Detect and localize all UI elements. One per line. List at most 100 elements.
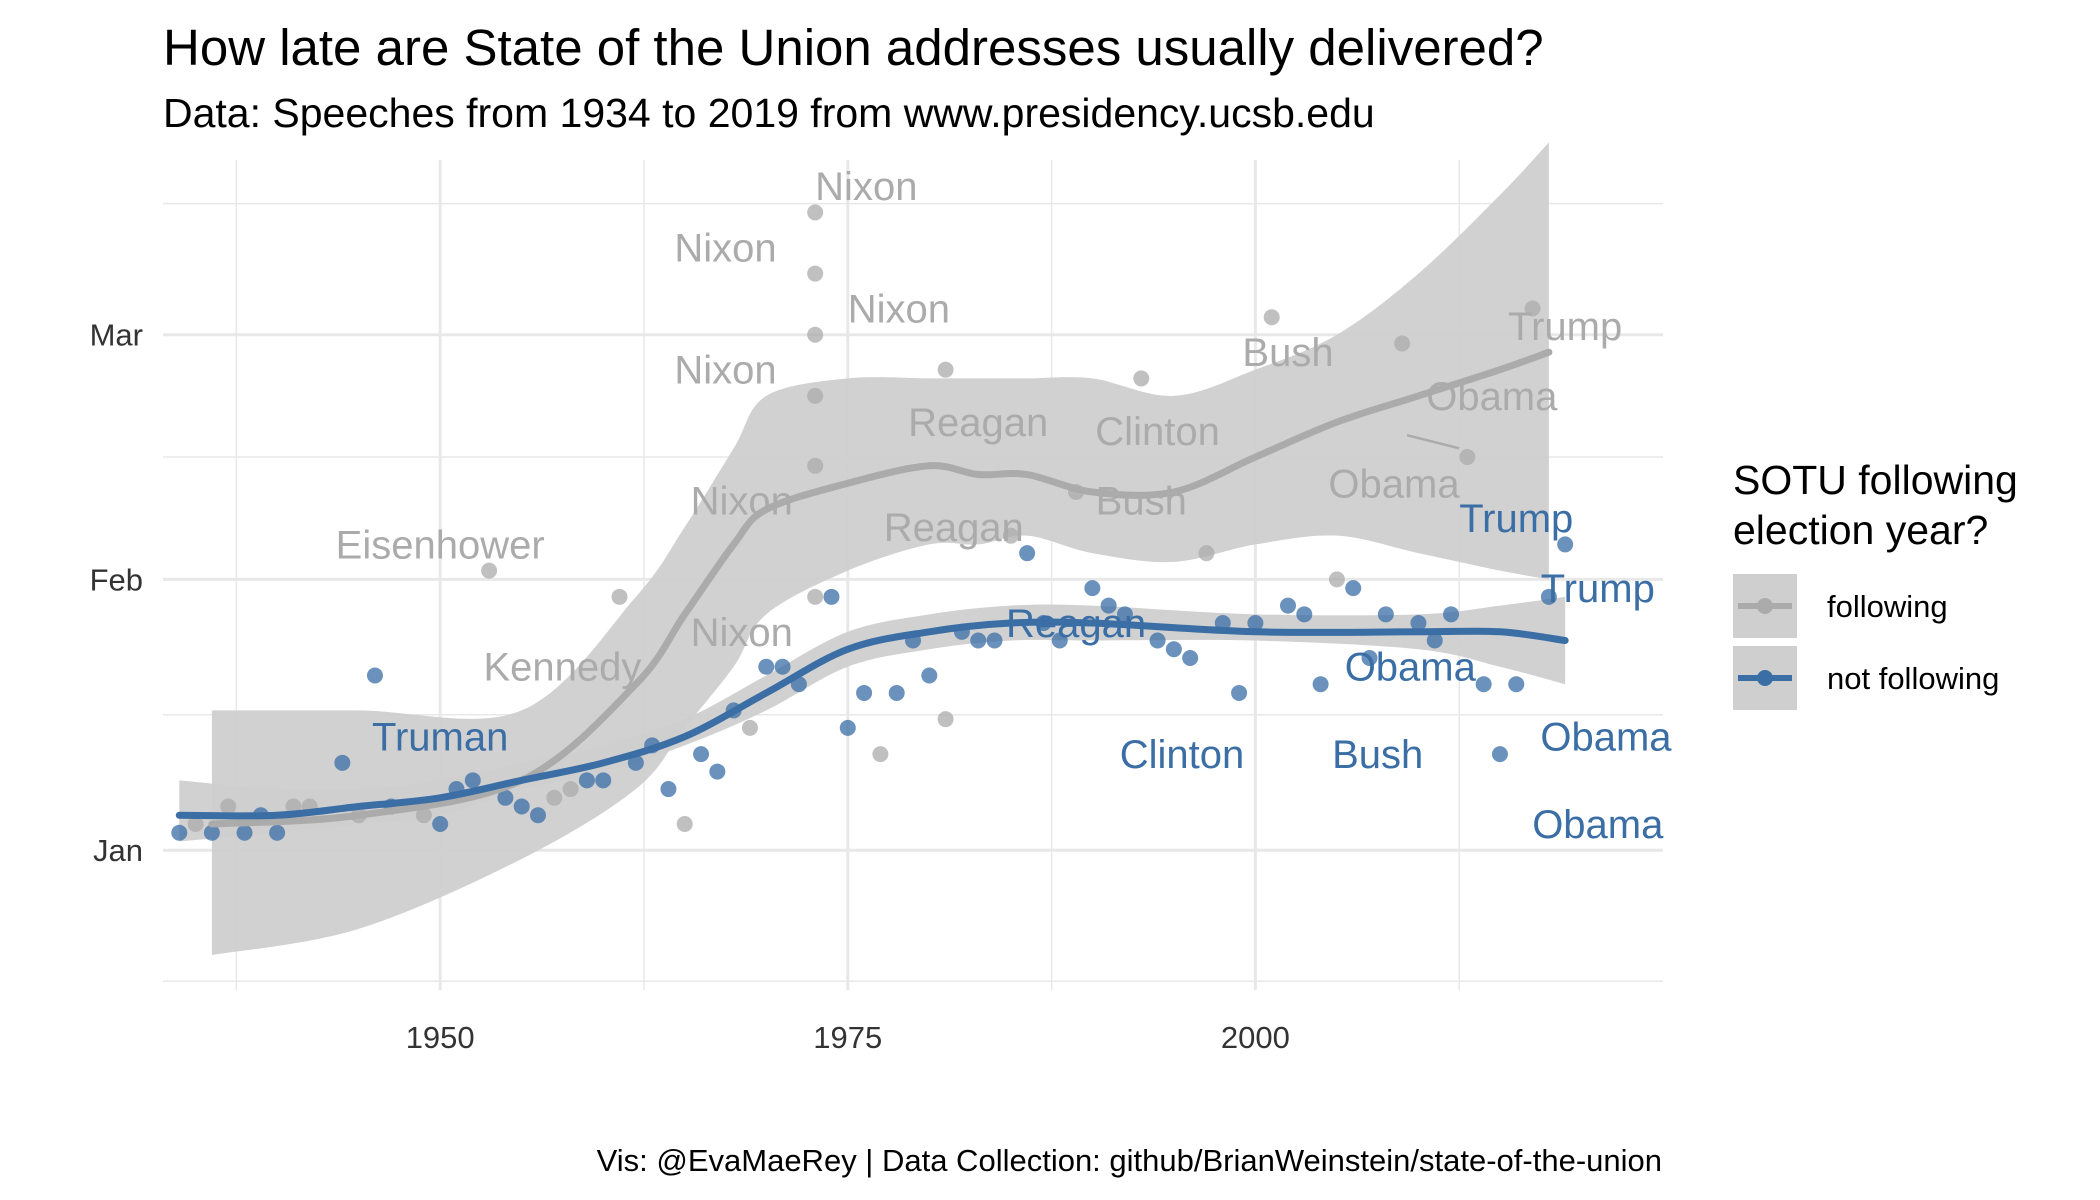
point-not-following — [1100, 597, 1117, 614]
point-not-following — [578, 772, 595, 789]
point-following — [1002, 527, 1019, 544]
point-following — [807, 204, 824, 221]
point-following — [937, 361, 954, 378]
point-not-following — [921, 667, 938, 684]
point-not-following — [236, 824, 253, 841]
point-not-following — [1475, 676, 1492, 693]
point-following — [807, 457, 824, 474]
point-following — [481, 562, 498, 579]
caption: Vis: @EvaMaeRey | Data Collection: githu… — [597, 1143, 1662, 1178]
point-following — [220, 798, 237, 815]
point-not-following — [839, 719, 856, 736]
point-not-following — [970, 632, 987, 649]
point-not-following — [693, 746, 710, 763]
annotation-label: Nixon — [691, 611, 793, 655]
legend-label-following: following — [1827, 589, 1948, 624]
point-not-following — [513, 798, 530, 815]
point-following — [611, 588, 628, 605]
annotation-label: Obama — [1328, 462, 1460, 506]
annotation-label: Kennedy — [483, 646, 641, 690]
legend-title-line2: election year? — [1733, 507, 1988, 553]
point-not-following — [758, 658, 775, 675]
annotation-label: Reagan — [884, 506, 1024, 550]
annotation-label: Bush — [1242, 331, 1333, 375]
smooth-line-not-following — [175, 618, 1569, 820]
point-following — [562, 781, 579, 798]
point-not-following — [1149, 632, 1166, 649]
annotation-label: Nixon — [674, 349, 776, 393]
point-not-following — [709, 763, 726, 780]
point-not-following — [1084, 580, 1101, 597]
point-not-following — [269, 824, 286, 841]
y-tick-label: Jan — [93, 833, 143, 868]
point-not-following — [856, 684, 873, 701]
smooth-line-following — [208, 348, 1553, 828]
annotation-label: Nixon — [815, 165, 917, 209]
annotations: Nixon Nixon Nixon Nixon Nixon Nixon Eisenhower… — [336, 165, 1673, 847]
point-not-following — [986, 632, 1003, 649]
annotation-label: Reagan — [1006, 602, 1146, 646]
y-axis: Jan Feb Mar — [90, 318, 143, 868]
annotation-label: Nixon — [691, 480, 793, 524]
point-not-following — [1557, 536, 1574, 553]
point-following — [415, 807, 432, 824]
point-not-following — [1280, 597, 1296, 614]
annotation-label: Clinton — [1120, 733, 1245, 777]
annotation-label: Nixon — [674, 226, 776, 270]
point-not-following — [1247, 615, 1264, 632]
point-not-following — [1361, 650, 1378, 666]
legend-label-not-following: not following — [1827, 661, 1999, 696]
legend-key-not-following-dot — [1757, 670, 1773, 686]
point-not-following — [497, 789, 514, 806]
point-not-following — [1296, 606, 1313, 623]
point-following — [807, 265, 824, 282]
point-not-following — [464, 772, 481, 789]
chart-title: How late are State of the Union addresse… — [163, 19, 1544, 76]
point-following — [187, 816, 204, 832]
annotation-label: Reagan — [908, 401, 1048, 445]
point-following — [546, 789, 563, 806]
annotation-label: Nixon — [848, 288, 950, 332]
point-not-following — [1410, 615, 1427, 632]
point-not-following — [171, 824, 188, 841]
point-not-following — [823, 588, 840, 605]
y-tick-label: Mar — [90, 318, 143, 353]
point-following — [1133, 370, 1150, 387]
point-following — [1263, 309, 1280, 326]
annotation-label: Obama — [1540, 716, 1672, 760]
point-not-following — [1116, 606, 1133, 623]
point-following — [1198, 545, 1215, 562]
annotation-label: Trump — [1508, 305, 1622, 349]
point-not-following — [888, 684, 905, 701]
point-not-following — [1540, 588, 1557, 605]
legend-key-following-dot — [1757, 598, 1773, 614]
point-not-following — [1443, 606, 1460, 623]
point-not-following — [1165, 641, 1182, 658]
point-not-following — [366, 667, 383, 684]
point-not-following — [627, 754, 644, 771]
point-following — [1394, 335, 1411, 352]
point-following — [741, 719, 758, 736]
point-not-following — [432, 816, 449, 832]
point-not-following — [1182, 650, 1199, 666]
legend: SOTU following election year? following … — [1733, 457, 2018, 710]
point-following — [807, 326, 824, 343]
annotation-label: Trump — [1541, 567, 1655, 611]
smooth-lines — [175, 348, 1569, 828]
point-not-following — [530, 807, 546, 824]
annotation-label: Clinton — [1095, 410, 1220, 454]
point-following — [807, 387, 824, 404]
x-tick-label: 1975 — [813, 1020, 882, 1055]
point-following — [1524, 300, 1541, 317]
x-axis: 1950 1975 2000 — [406, 1020, 1290, 1055]
annotation-label: Bush — [1332, 733, 1423, 777]
confidence-band-following — [211, 142, 1549, 956]
x-tick-label: 1950 — [406, 1020, 475, 1055]
legend-title-line1: SOTU following — [1733, 457, 2018, 503]
annotation-label: Bush — [1096, 480, 1187, 524]
leader-line — [1406, 433, 1460, 450]
point-not-following — [1345, 580, 1362, 597]
point-not-following — [1231, 684, 1248, 701]
point-not-following — [1051, 632, 1068, 649]
